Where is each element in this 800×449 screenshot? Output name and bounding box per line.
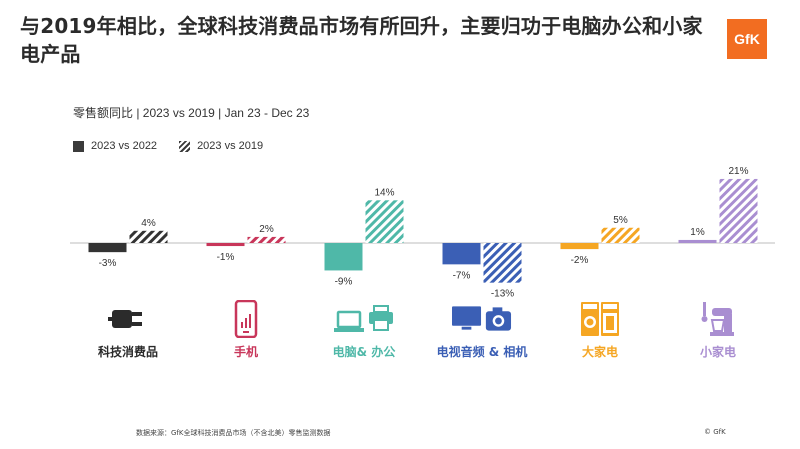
value-label-vs2022-2: -9% — [335, 276, 353, 287]
bar-vs2019-2 — [365, 200, 404, 243]
bar-vs2022-3 — [442, 243, 481, 265]
value-label-vs2019-3: -13% — [491, 289, 514, 300]
page-title: 与2019年相比，全球科技消费品市场有所回升，主要归功于电脑办公和小家电产品 — [20, 14, 703, 66]
value-label-vs2019-0: 4% — [141, 218, 156, 229]
value-label-vs2019-2: 14% — [374, 187, 394, 198]
bar-vs2022-2 — [324, 243, 363, 271]
legend-label-series-b: 2023 vs 2019 — [197, 140, 264, 152]
chart-subtitle: 零售额同比 | 2023 vs 2019 | Jan 23 - Dec 23 — [73, 106, 310, 120]
value-label-vs2022-3: -7% — [453, 270, 471, 281]
phone-icon — [216, 299, 276, 339]
tv-camera-icon — [452, 299, 512, 339]
bar-vs2019-0 — [129, 230, 168, 243]
bar-vs2019-5 — [719, 178, 758, 243]
chart-legend: 2023 vs 2022 2023 vs 2019 — [73, 140, 263, 152]
category-label-5: 小家电 — [699, 345, 736, 359]
value-label-vs2019-1: 2% — [259, 224, 274, 235]
value-label-vs2019-5: 21% — [728, 166, 748, 177]
bar-vs2022-4 — [560, 243, 599, 250]
value-label-vs2022-0: -3% — [99, 258, 117, 269]
bar-vs2019-3 — [483, 243, 522, 283]
category-label-3: 电视音频 & 相机 — [436, 345, 528, 359]
value-label-vs2022-4: -2% — [571, 255, 589, 266]
legend-item-series-b: 2023 vs 2019 — [179, 140, 263, 152]
laptop-printer-icon — [334, 299, 394, 339]
category-label-1: 手机 — [233, 345, 258, 359]
appliance-icon — [570, 299, 630, 339]
source-note: 数据来源：GfK全球科技消费品市场（不含北美）零售监测数据 — [136, 429, 331, 437]
gfk-logo: GfK — [727, 19, 767, 59]
copyright-note: © GfK — [704, 428, 726, 436]
mixer-icon — [688, 299, 748, 339]
bar-vs2022-0 — [88, 243, 127, 253]
category-label-2: 电脑& 办公 — [332, 345, 396, 359]
legend-label-series-a: 2023 vs 2022 — [91, 140, 158, 152]
value-label-vs2022-5: 1% — [690, 227, 705, 238]
bar-vs2019-1 — [247, 236, 286, 243]
category-label-0: 科技消费品 — [97, 345, 158, 359]
bar-vs2019-4 — [601, 227, 640, 243]
bar-vs2022-1 — [206, 243, 245, 247]
value-label-vs2022-1: -1% — [217, 252, 235, 263]
legend-item-series-a: 2023 vs 2022 — [73, 140, 157, 152]
bar-vs2022-5 — [678, 239, 717, 243]
category-label-4: 大家电 — [581, 345, 618, 359]
value-label-vs2019-4: 5% — [613, 215, 628, 226]
plug-icon — [98, 299, 158, 339]
legend-swatch-hatched — [179, 140, 191, 152]
legend-swatch-solid — [73, 140, 84, 152]
